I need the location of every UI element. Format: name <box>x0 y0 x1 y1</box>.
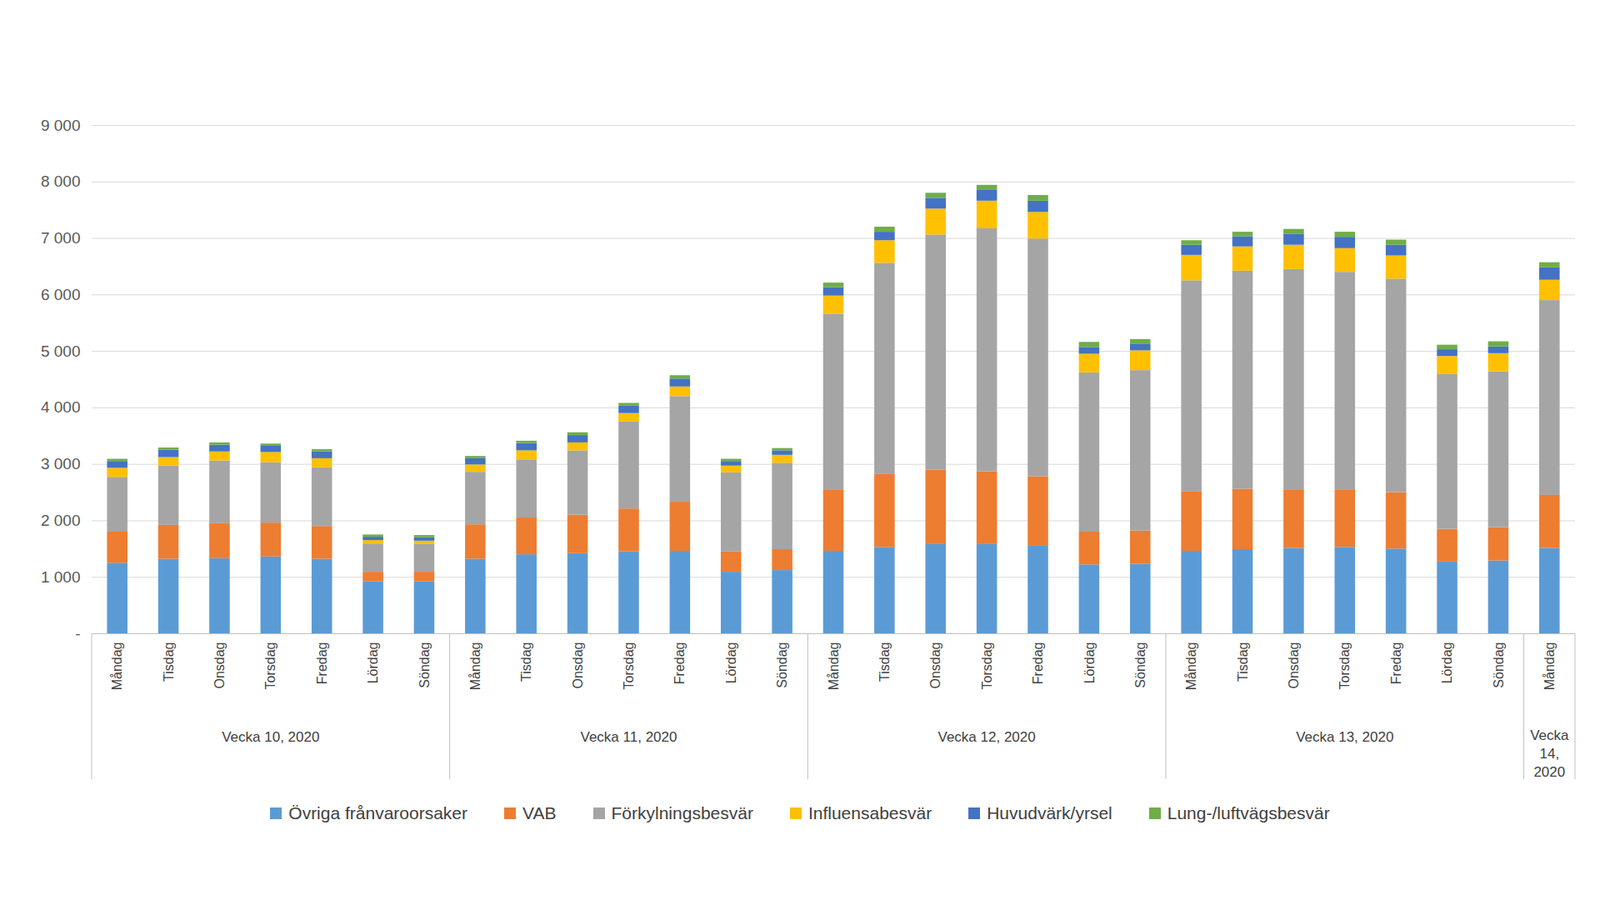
svg-text:Vecka 11, 2020: Vecka 11, 2020 <box>580 729 678 745</box>
svg-text:8 000: 8 000 <box>40 172 81 190</box>
svg-text:Torsdag: Torsdag <box>621 642 636 690</box>
svg-text:2 000: 2 000 <box>40 511 81 530</box>
svg-text:9 000: 9 000 <box>40 116 81 135</box>
html-text:Övriga frånvaroorsaker: Övriga frånvaroorsaker <box>288 803 468 823</box>
svg-text:1 000: 1 000 <box>40 568 81 586</box>
html-text:Influensabesvär: Influensabesvär <box>808 803 932 823</box>
svg-text:Vecka14,2020: Vecka14,2020 <box>1530 727 1570 780</box>
svg-text:Tisdag: Tisdag <box>519 642 534 682</box>
svg-text:3 000: 3 000 <box>40 455 81 473</box>
html-text:Lung-/luftvägsbesvär: Lung-/luftvägsbesvär <box>1167 803 1330 823</box>
svg-text:Fredag: Fredag <box>315 642 330 685</box>
svg-text:Vecka 12, 2020: Vecka 12, 2020 <box>938 729 1036 745</box>
svg-text:Tisdag: Tisdag <box>161 642 176 682</box>
svg-text:Tisdag: Tisdag <box>877 642 892 682</box>
html-text:Förkylningsbesvär: Förkylningsbesvär <box>611 803 754 823</box>
svg-text:Fredag: Fredag <box>1389 642 1404 685</box>
svg-text:Måndag: Måndag <box>1542 642 1557 691</box>
svg-text:Lördag: Lördag <box>365 642 380 685</box>
svg-text:Onsdag: Onsdag <box>928 642 943 690</box>
svg-text:Måndag: Måndag <box>826 642 841 691</box>
svg-text:Fredag: Fredag <box>672 642 687 685</box>
svg-text:Torsdag: Torsdag <box>1337 642 1352 690</box>
svg-text:Onsdag: Onsdag <box>212 642 227 690</box>
svg-text:Måndag: Måndag <box>110 642 125 691</box>
svg-text:Söndag: Söndag <box>775 642 790 689</box>
svg-text:Söndag: Söndag <box>1133 642 1148 689</box>
svg-text:Onsdag: Onsdag <box>1286 642 1301 690</box>
svg-text:Söndag: Söndag <box>1491 642 1506 689</box>
svg-text:-: - <box>75 625 80 643</box>
svg-text:5 000: 5 000 <box>40 342 81 360</box>
svg-text:4 000: 4 000 <box>40 398 81 416</box>
svg-text:Vecka 13, 2020: Vecka 13, 2020 <box>1295 729 1394 745</box>
svg-text:Vecka 10, 2020: Vecka 10, 2020 <box>221 729 320 745</box>
svg-text:6 000: 6 000 <box>40 285 81 304</box>
svg-text:Måndag: Måndag <box>1184 642 1199 691</box>
svg-text:Tisdag: Tisdag <box>1235 642 1250 682</box>
html-text:Huvudvärk/yrsel: Huvudvärk/yrsel <box>986 803 1113 823</box>
svg-text:Lördag: Lördag <box>724 642 739 685</box>
svg-text:Torsdag: Torsdag <box>263 642 278 690</box>
svg-text:Onsdag: Onsdag <box>570 642 585 690</box>
svg-text:Fredag: Fredag <box>1030 642 1045 685</box>
svg-text:Lördag: Lördag <box>1082 642 1097 685</box>
svg-text:7 000: 7 000 <box>40 229 81 247</box>
svg-text:Lördag: Lördag <box>1440 642 1455 685</box>
html-text:VAB: VAB <box>522 803 557 823</box>
svg-text:Måndag: Måndag <box>468 642 483 691</box>
svg-text:Torsdag: Torsdag <box>980 642 995 690</box>
svg-text:Söndag: Söndag <box>417 642 432 689</box>
